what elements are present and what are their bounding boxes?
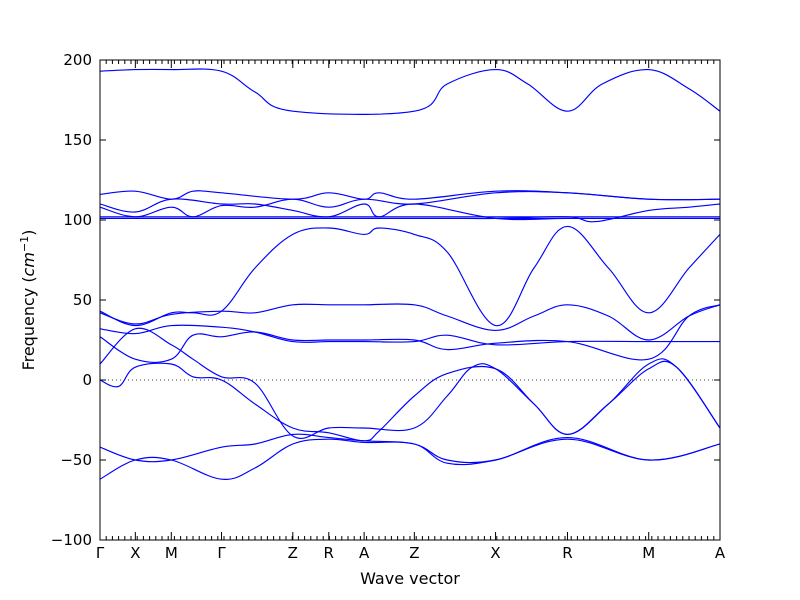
x-tick-label: A [715,544,726,562]
x-tick-label: X [490,544,500,562]
y-tick-label: −50 [60,451,92,469]
x-tick-label: A [359,544,370,562]
x-tick-label: X [130,544,140,562]
y-tick-label: 0 [82,371,92,389]
x-tick-label: Z [288,544,298,562]
phonon-band-14 [99,433,721,464]
phonon-band-9 [99,303,721,341]
phonon-band-7 [100,203,721,223]
y-tick-label: 200 [63,51,92,69]
phonon-band-15 [99,438,721,480]
phonon-band-1 [99,68,721,115]
x-tick-label: Z [409,544,419,562]
phonon-band-3 [99,191,721,218]
x-tick-label: R [324,544,334,562]
phonon-band-13 [99,358,721,442]
plot-frame [99,59,721,541]
x-tick-label: Γ [96,544,105,562]
y-tick-label: 50 [73,291,92,309]
y-tick-label: −100 [51,531,92,549]
x-tick-label: M [165,544,178,562]
x-tick-label: M [642,544,655,562]
x-axis-title: Wave vector [360,569,460,588]
x-tick-label: Γ [217,544,226,562]
phonon-band-8 [99,225,721,327]
phonon-band-2 [99,190,721,201]
y-axis-title: Frequency (cm−1) [18,230,38,371]
y-tick-label: 150 [63,131,92,149]
y-axis-label: Frequency (cm−1) [18,230,38,371]
x-tick-label: R [562,544,572,562]
phonon-band-12 [99,327,721,439]
y-tick-label: 100 [63,211,92,229]
phonon-band-11 [99,304,721,363]
